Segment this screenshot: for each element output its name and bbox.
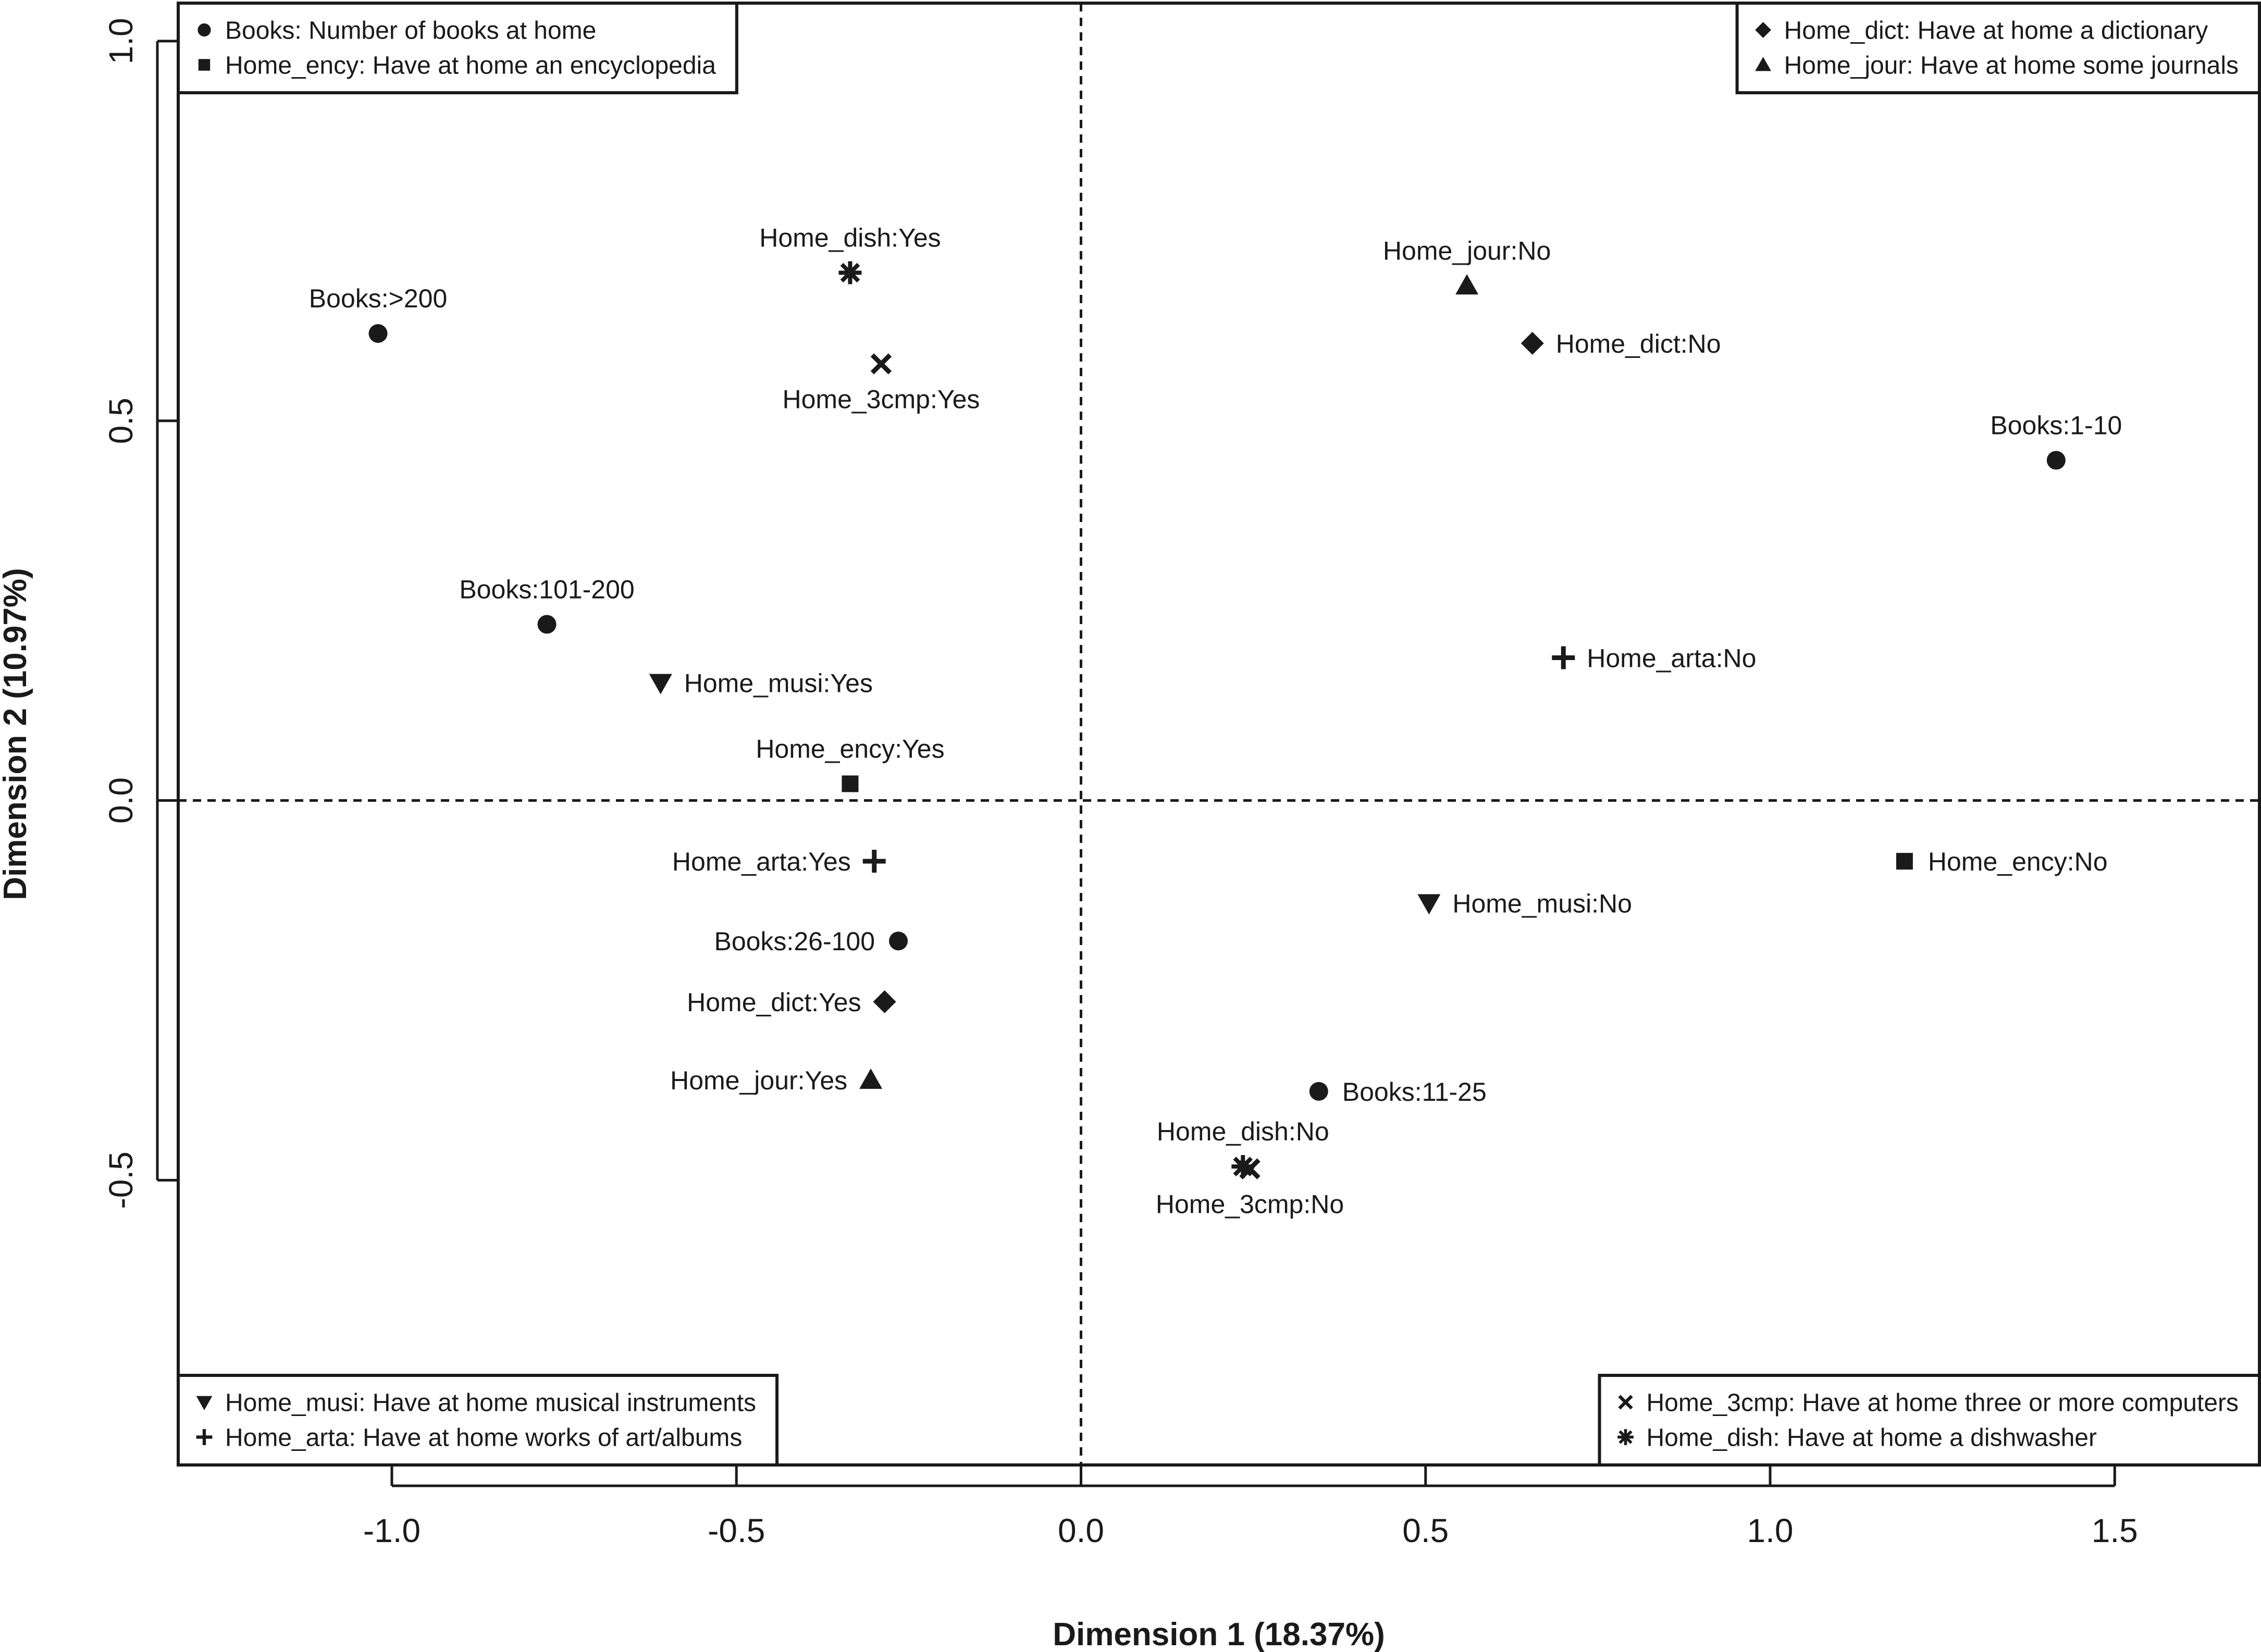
point-books-11-25 xyxy=(1309,1082,1328,1101)
legend-entry: Home_jour: Have at home some journals xyxy=(1784,52,2239,80)
point-label-home-jour-no: Home_jour:No xyxy=(1383,236,1551,265)
point-label-home-3cmp-yes: Home_3cmp:Yes xyxy=(783,384,980,414)
point-label-books-200: Books:>200 xyxy=(309,284,447,313)
y-tick-label: -0.5 xyxy=(102,1151,140,1209)
point-label-home-dish-yes: Home_dish:Yes xyxy=(759,223,941,252)
legend-entry: Home_ency: Have at home an encyclopedia xyxy=(225,52,716,80)
point-label-books-101-200: Books:101-200 xyxy=(459,575,634,604)
x-tick-label: 1.0 xyxy=(1747,1512,1794,1549)
legend-entry: Home_dish: Have at home a dishwasher xyxy=(1647,1424,2097,1452)
legend-marker-square xyxy=(198,59,211,71)
legend-entry: Home_dict: Have at home a dictionary xyxy=(1784,17,2208,45)
point-home-jour-no xyxy=(1455,274,1479,295)
point-label-home-arta-yes: Home_arta:Yes xyxy=(672,847,851,876)
legend-top-left: Books: Number of books at home Home_ency:… xyxy=(177,2,738,94)
point-home-arta-no xyxy=(1552,646,1575,669)
point-home-musi-yes xyxy=(649,674,672,694)
legend-marker-asterisk xyxy=(1617,1429,1634,1445)
point-home-ency-no xyxy=(1896,853,1913,870)
axis-ticks: -1.0 -0.5 0.0 0.5 1.0 1.5 -0.5 0.0 0.5 1.0 xyxy=(102,18,2138,1549)
y-tick-label: 0.5 xyxy=(102,398,140,444)
y-tick-label: 1.0 xyxy=(102,18,140,64)
reference-lines xyxy=(178,3,2259,1465)
legend-bottom-left: Home_musi: Have at home musical instrume… xyxy=(177,1374,779,1467)
plot-frame xyxy=(177,2,2261,1467)
x-tick-label: -1.0 xyxy=(363,1512,421,1549)
point-label-home-musi-yes: Home_musi:Yes xyxy=(684,669,873,698)
legend-marker-triangle-down xyxy=(196,1396,213,1410)
point-label-home-arta-no: Home_arta:No xyxy=(1587,644,1756,673)
point-home-dict-yes xyxy=(873,990,896,1013)
point-label-home-jour-yes: Home_jour:Yes xyxy=(670,1066,847,1095)
point-home-3cmp-yes xyxy=(870,353,892,375)
x-tick-label: -0.5 xyxy=(708,1512,765,1549)
point-label-home-dish-no: Home_dish:No xyxy=(1157,1117,1329,1146)
point-books-26-100 xyxy=(889,931,908,951)
legend-box xyxy=(1735,2,2261,94)
legend-marker-triangle xyxy=(1755,57,1771,71)
point-label-home-dict-no: Home_dict:No xyxy=(1556,329,1721,358)
legend-box xyxy=(1598,1374,2261,1467)
point-home-musi-no xyxy=(1417,894,1441,915)
point-label-home-ency-yes: Home_ency:Yes xyxy=(756,734,944,763)
point-books-1-10 xyxy=(2046,451,2066,470)
legend-box xyxy=(177,2,738,94)
point-label-home-dict-yes: Home_dict:Yes xyxy=(687,988,861,1017)
legend-entry: Home_arta: Have at home works of art/alb… xyxy=(225,1424,742,1452)
point-home-arta-yes xyxy=(862,850,886,873)
x-tick-label: 1.5 xyxy=(2092,1512,2138,1549)
legends: Books: Number of books at home Home_ency:… xyxy=(177,2,2261,1467)
point-label-books-1-10: Books:1-10 xyxy=(1990,411,2122,440)
legend-entry: Home_3cmp: Have at home three or more co… xyxy=(1647,1389,2239,1417)
point-label-books-11-25: Books:11-25 xyxy=(1342,1077,1487,1107)
legend-marker-diamond xyxy=(1755,22,1771,38)
legend-entry: Books: Number of books at home xyxy=(225,17,596,45)
point-home-dict-no xyxy=(1521,332,1544,355)
legend-marker-cross xyxy=(1618,1395,1633,1410)
point-home-dish-yes xyxy=(838,261,862,284)
plot-border xyxy=(177,2,2261,1467)
legend-marker-circle xyxy=(197,23,211,37)
point-label-home-musi-no: Home_musi:No xyxy=(1452,889,1632,918)
point-label-home-3cmp-no: Home_3cmp:No xyxy=(1156,1190,1344,1219)
point-home-jour-yes xyxy=(859,1068,883,1089)
x-tick-label: 0.5 xyxy=(1402,1512,1449,1549)
legend-bottom-right: Home_3cmp: Have at home three or more co… xyxy=(1598,1374,2261,1467)
legend-top-right: Home_dict: Have at home a dictionary Home… xyxy=(1735,2,2261,94)
legend-box xyxy=(177,1374,779,1467)
y-tick-label: 0.0 xyxy=(102,777,140,824)
point-label-books-26-100: Books:26-100 xyxy=(714,927,875,956)
x-axis-label: Dimension 1 (18.37%) xyxy=(1053,1617,1385,1652)
point-books-101-200 xyxy=(537,615,557,634)
point-home-dish-no xyxy=(1231,1155,1255,1178)
point-label-home-ency-no: Home_ency:No xyxy=(1928,847,2108,876)
legend-marker-plus xyxy=(196,1429,213,1445)
y-axis-label: Dimension 2 (10.97%) xyxy=(0,568,33,900)
x-tick-label: 0.0 xyxy=(1058,1512,1104,1549)
data-points: Books:>200 Books:101-200 Books:26-100 Books… xyxy=(309,223,2122,1219)
point-books-200 xyxy=(368,324,388,343)
legend-entry: Home_musi: Have at home musical instrume… xyxy=(225,1389,756,1417)
point-home-ency-yes xyxy=(842,775,859,792)
